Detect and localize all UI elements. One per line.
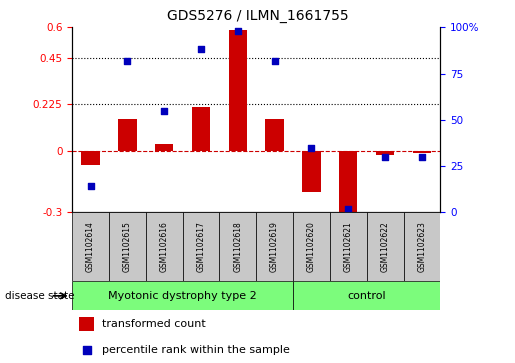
Point xyxy=(197,46,205,52)
Bar xyxy=(72,212,109,281)
Bar xyxy=(146,212,182,281)
Text: GSM1102618: GSM1102618 xyxy=(233,221,242,272)
Bar xyxy=(265,119,284,151)
Text: GSM1102615: GSM1102615 xyxy=(123,221,132,272)
Bar xyxy=(118,119,136,151)
Bar xyxy=(219,212,256,281)
Point xyxy=(381,154,389,160)
Text: GSM1102616: GSM1102616 xyxy=(160,221,168,272)
Text: GSM1102619: GSM1102619 xyxy=(270,221,279,272)
Bar xyxy=(339,151,357,216)
Bar xyxy=(376,151,394,155)
Text: disease state: disease state xyxy=(5,291,75,301)
Text: Myotonic dystrophy type 2: Myotonic dystrophy type 2 xyxy=(108,291,257,301)
Point xyxy=(87,184,95,189)
Point xyxy=(307,144,316,150)
Bar xyxy=(192,107,210,151)
Point xyxy=(234,28,242,34)
Bar xyxy=(293,212,330,281)
Bar xyxy=(229,30,247,151)
Bar xyxy=(293,281,440,310)
Bar xyxy=(155,144,174,151)
Bar xyxy=(256,212,293,281)
Bar xyxy=(81,151,100,165)
Bar xyxy=(79,317,94,331)
Bar xyxy=(109,212,146,281)
Point xyxy=(123,58,131,64)
Text: GSM1102621: GSM1102621 xyxy=(344,221,353,272)
Point xyxy=(83,347,91,353)
Text: GSM1102620: GSM1102620 xyxy=(307,221,316,272)
Bar xyxy=(367,212,404,281)
Text: GSM1102614: GSM1102614 xyxy=(86,221,95,272)
Point xyxy=(344,206,352,212)
Point xyxy=(160,107,168,113)
Bar xyxy=(404,212,440,281)
Text: control: control xyxy=(347,291,386,301)
Text: GDS5276 / ILMN_1661755: GDS5276 / ILMN_1661755 xyxy=(167,9,348,23)
Bar xyxy=(302,151,321,192)
Bar xyxy=(413,151,431,153)
Bar xyxy=(182,212,219,281)
Point xyxy=(270,58,279,64)
Bar xyxy=(330,212,367,281)
Text: GSM1102623: GSM1102623 xyxy=(418,221,426,272)
Bar xyxy=(72,281,293,310)
Point xyxy=(418,154,426,160)
Text: transformed count: transformed count xyxy=(101,319,205,329)
Text: percentile rank within the sample: percentile rank within the sample xyxy=(101,345,289,355)
Text: GSM1102617: GSM1102617 xyxy=(197,221,205,272)
Text: GSM1102622: GSM1102622 xyxy=(381,221,389,272)
